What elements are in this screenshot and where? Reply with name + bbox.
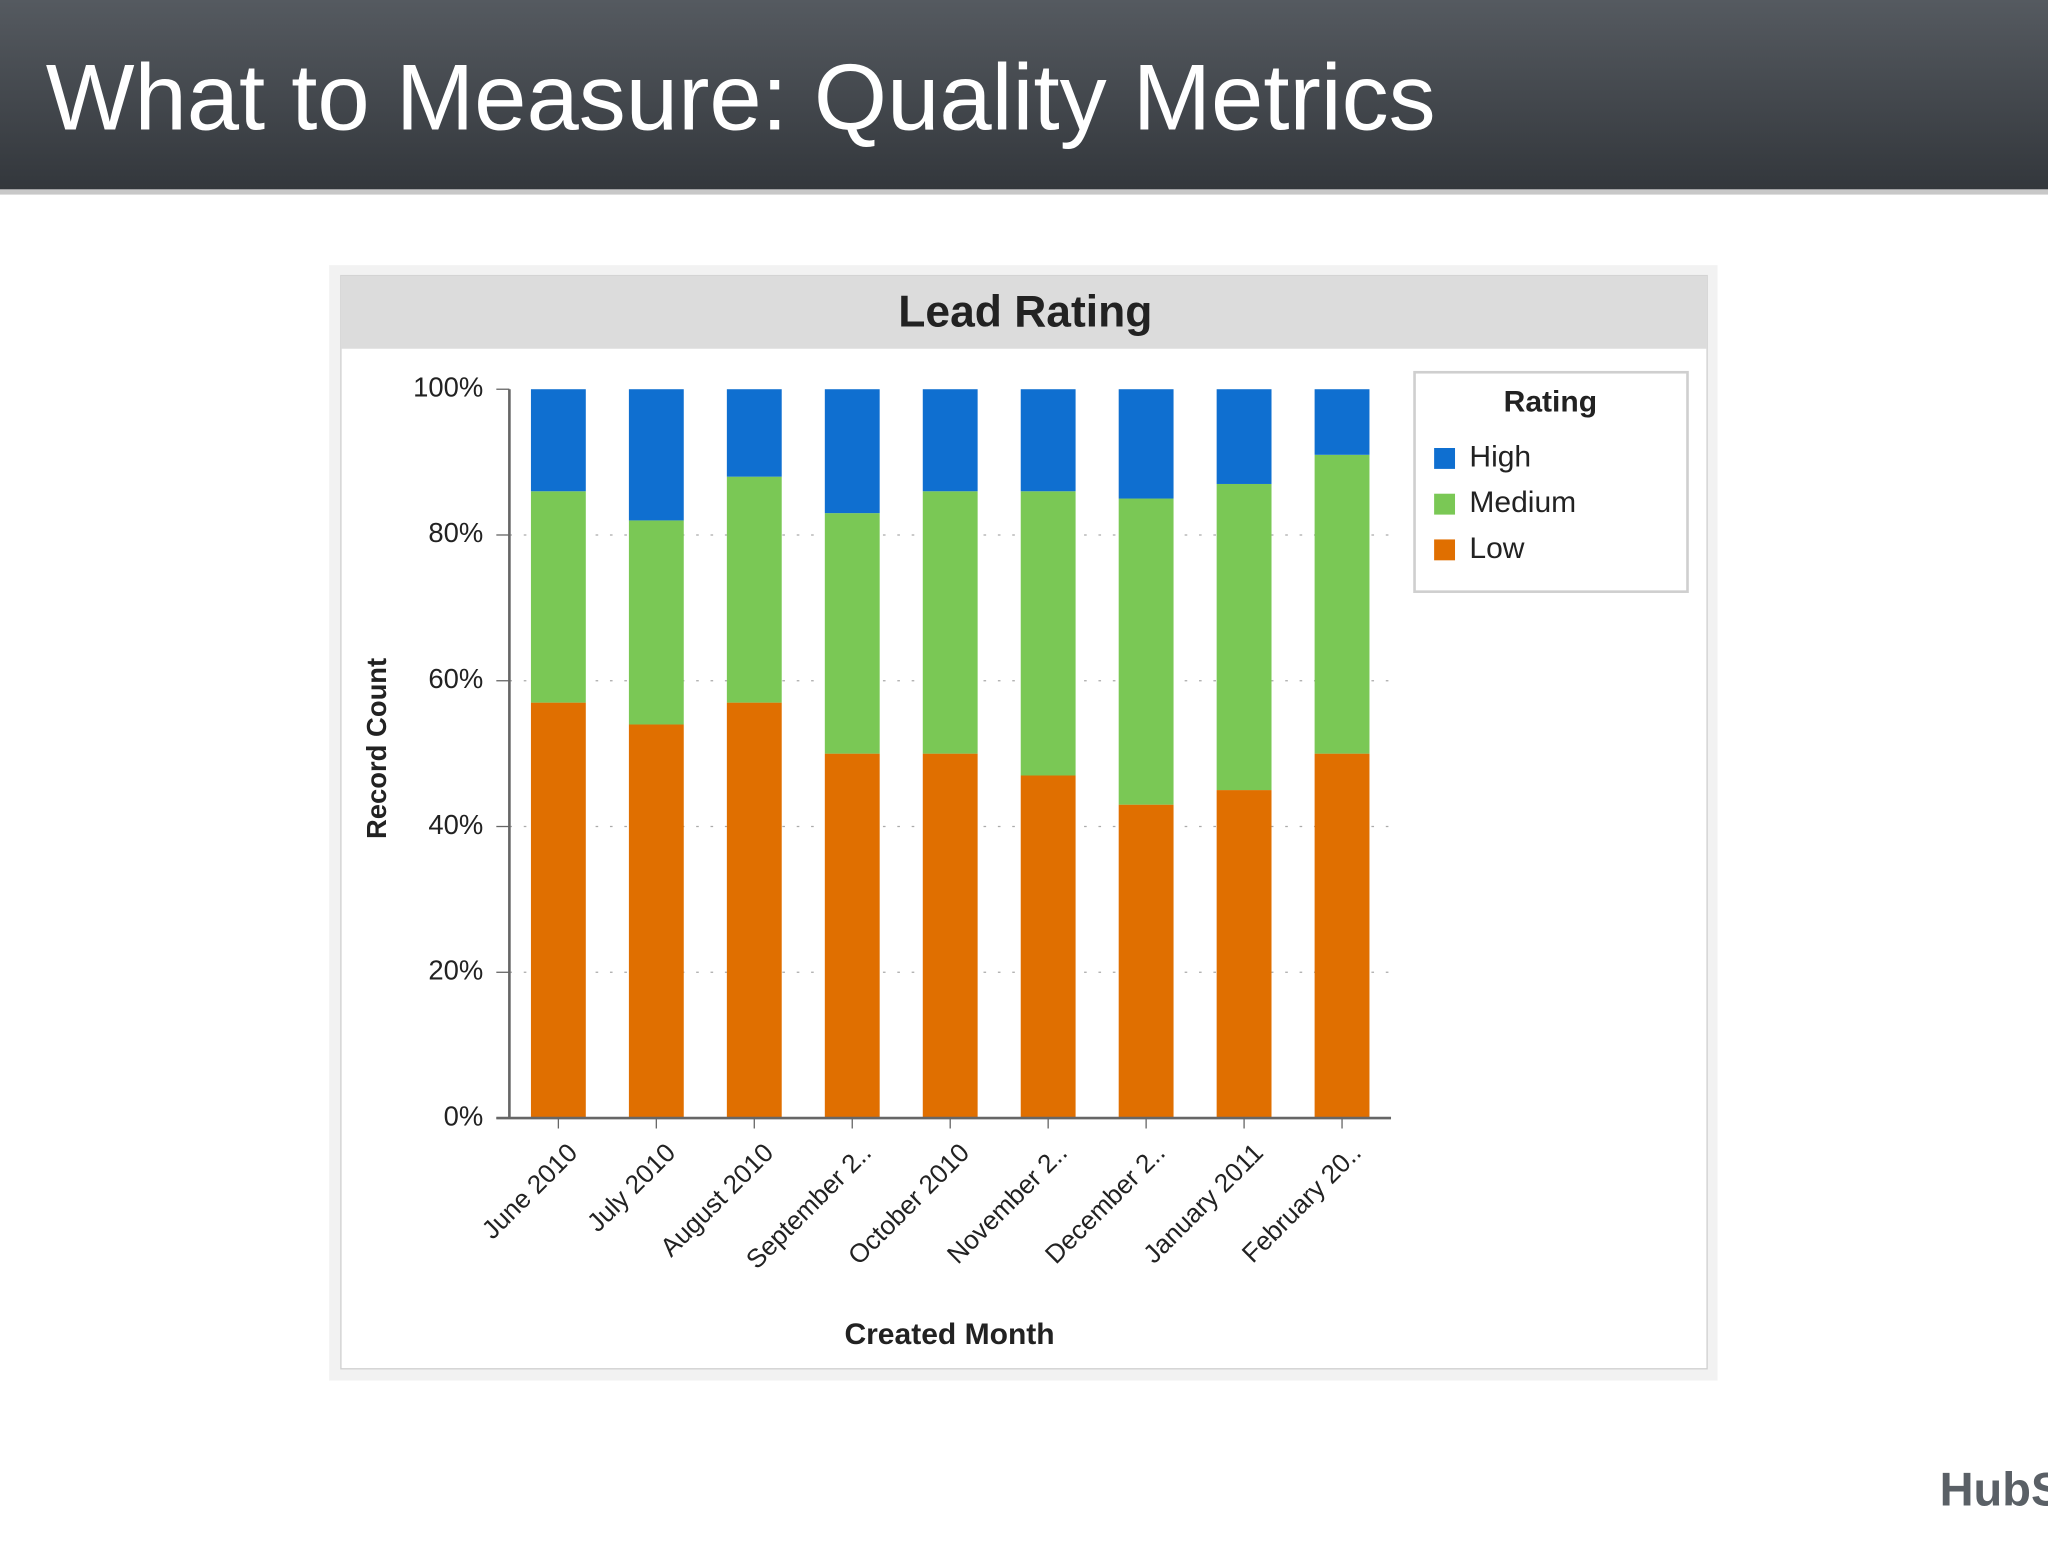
bar-segment [922, 491, 978, 754]
legend-swatch [1434, 493, 1456, 515]
y-tick-label: 0% [444, 1100, 484, 1131]
bar-segment [1020, 389, 1076, 492]
chart-title: Lead Rating [898, 288, 1152, 337]
bar-segment [530, 389, 586, 492]
header-bar [0, 0, 2048, 190]
bar-segment [1314, 454, 1370, 754]
header-shadow [0, 189, 2048, 195]
bar-segment [530, 702, 586, 1119]
bar-segment [824, 753, 880, 1119]
y-tick-label: 80% [428, 517, 483, 548]
legend-swatch [1434, 448, 1456, 469]
bar-segment [1118, 804, 1174, 1119]
chart-header [340, 275, 1708, 349]
y-tick-label: 40% [428, 809, 483, 840]
legend-label: Medium [1469, 486, 1576, 519]
bar-segment [628, 520, 684, 725]
legend-label: High [1469, 440, 1531, 473]
bar-segment [628, 389, 684, 521]
logo: HubSpot [1940, 1462, 2048, 1515]
bar-segment [1314, 753, 1370, 1119]
legend-label: Low [1469, 532, 1524, 565]
bar-segment [726, 476, 782, 703]
slide-title: What to Measure: Quality Metrics [46, 44, 1436, 149]
bar-segment [726, 702, 782, 1119]
bar-segment [1216, 790, 1272, 1119]
legend-title: Rating [1504, 386, 1597, 419]
bar-segment [824, 389, 880, 514]
bar-segment [922, 389, 978, 492]
legend-box [1413, 370, 1689, 593]
bar-segment [726, 389, 782, 477]
bar-segment [1118, 498, 1174, 805]
bar-segment [922, 753, 978, 1119]
bar-segment [1020, 491, 1076, 776]
bar-segment [824, 513, 880, 754]
bar-segment [1020, 775, 1076, 1119]
bar-segment [530, 491, 586, 703]
bar-segment [1216, 483, 1272, 791]
bar-segment [1118, 389, 1174, 499]
bar-segment [628, 724, 684, 1119]
y-tick-label: 100% [413, 371, 483, 402]
y-tick-label: 20% [428, 955, 483, 986]
y-axis-title: Record Count [361, 658, 392, 839]
bar-segment [1216, 389, 1272, 484]
bar-segment [1314, 389, 1370, 455]
x-axis-title: Created Month [844, 1318, 1054, 1351]
legend-swatch [1434, 539, 1456, 561]
y-tick-label: 60% [428, 663, 483, 694]
